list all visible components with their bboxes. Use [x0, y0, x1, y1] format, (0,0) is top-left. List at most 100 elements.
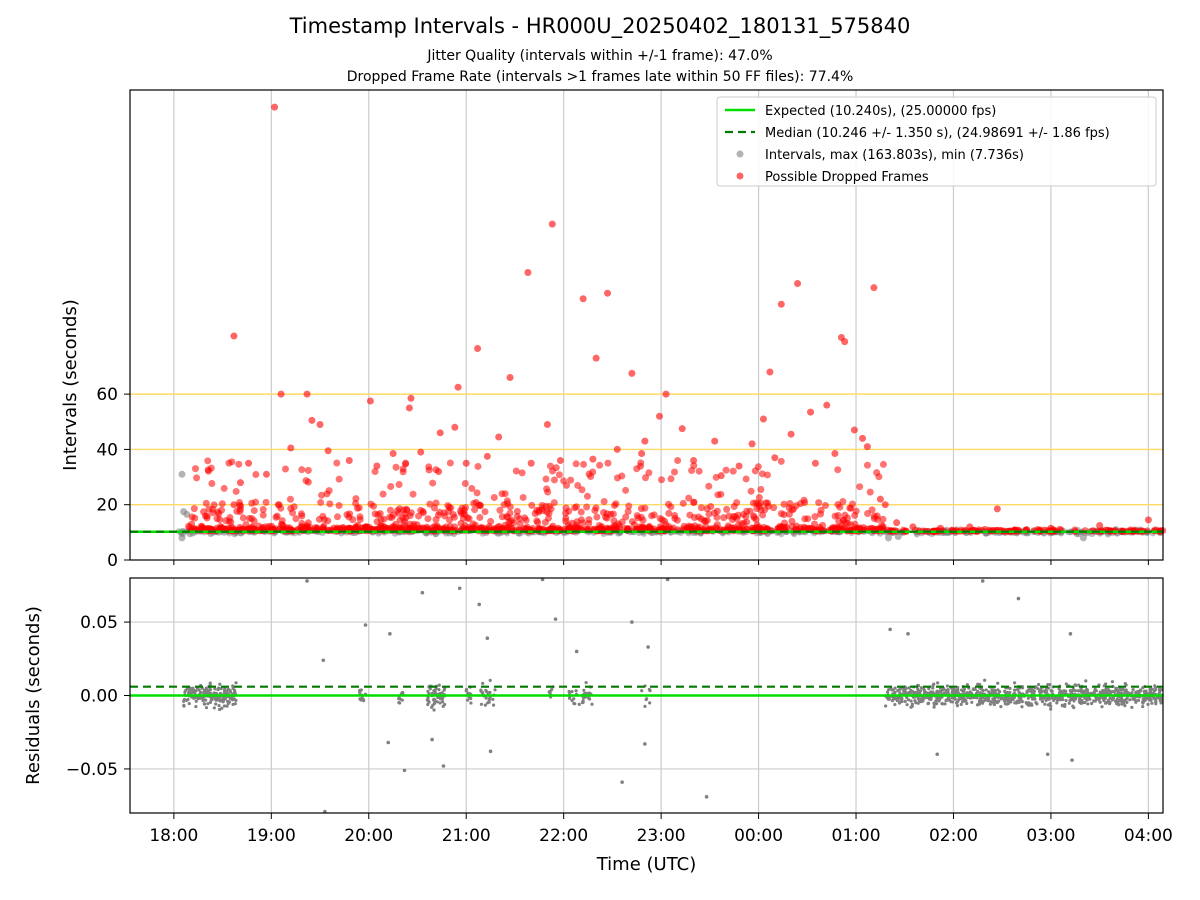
residual-point: [427, 700, 431, 704]
residual-outlier-22: [574, 649, 579, 654]
residual-point: [895, 696, 899, 700]
dropped-frame-outlier-74: [1144, 516, 1152, 524]
residual-point: [194, 699, 198, 703]
interval-point-3: [178, 534, 186, 542]
residual-point: [572, 701, 576, 705]
residual-point: [1102, 698, 1106, 703]
dropped-frame-outlier-67: [893, 519, 901, 527]
dropped-frame-point: [498, 513, 506, 521]
residual-point: [987, 690, 991, 694]
residual-point: [1141, 686, 1145, 690]
dropped-frame-point: [252, 498, 260, 506]
dropped-frame-point: [664, 500, 672, 508]
residual-point: [1063, 704, 1067, 708]
residual-point: [440, 691, 444, 695]
dropped-frame-point: [461, 479, 469, 487]
residual-point: [1101, 688, 1105, 693]
dropped-frame-point: [275, 501, 283, 509]
residual-point: [934, 699, 938, 703]
dropped-frame-point: [198, 524, 206, 532]
residual-point: [922, 687, 926, 691]
residual-point: [206, 702, 210, 706]
dropped-frame-outlier-34: [641, 437, 649, 445]
dropped-frame-point: [830, 524, 838, 532]
residual-point: [1111, 697, 1115, 701]
residual-outlier-30: [1068, 632, 1073, 636]
dropped-frame-outlier-50: [462, 459, 470, 467]
dropped-frame-point: [457, 520, 465, 528]
dropped-frame-outlier-47: [389, 450, 397, 458]
dropped-frame-point: [804, 515, 812, 523]
dropped-frame-outlier-52: [527, 459, 535, 467]
dropped-frame-outlier-18: [303, 390, 311, 398]
dropped-frame-point: [665, 509, 673, 517]
residual-point: [884, 704, 888, 708]
jitter-quality-subtitle: Jitter Quality (intervals within +/-1 fr…: [427, 48, 773, 64]
dropped-frame-outlier-54: [589, 455, 597, 463]
residual-point: [1041, 696, 1045, 700]
dropped-frame-point: [572, 460, 580, 468]
residual-point: [1128, 698, 1132, 702]
dropped-frame-point: [870, 515, 878, 523]
dropped-frame-point: [811, 513, 819, 521]
dropped-frame-point: [386, 506, 394, 514]
residual-point: [1085, 687, 1089, 691]
dropped-frame-point: [713, 521, 721, 529]
residual-point: [1055, 698, 1060, 702]
residual-outlier-19: [321, 658, 326, 663]
residual-point: [896, 689, 900, 693]
dropped-frame-point: [200, 508, 208, 516]
dropped-frame-point: [544, 488, 552, 496]
dropped-frame-point: [733, 499, 741, 507]
residual-point: [397, 696, 401, 701]
residual-point: [441, 704, 445, 708]
dropped-frame-point: [217, 524, 225, 532]
dropped-frame-point: [817, 506, 825, 514]
residual-point: [999, 704, 1003, 709]
residual-point: [959, 702, 963, 706]
bottom-ytick-label-0: −0.05: [66, 760, 118, 780]
residual-point: [184, 688, 188, 692]
dropped-frame-point: [232, 487, 240, 495]
residual-point: [481, 681, 485, 686]
dropped-frame-point: [831, 512, 839, 520]
residual-point: [1093, 689, 1097, 693]
residual-point: [1090, 701, 1094, 706]
residual-point: [1028, 689, 1033, 693]
dropped-frame-point: [550, 476, 558, 484]
dropped-frame-point: [834, 466, 842, 474]
dropped-frame-point: [490, 494, 498, 502]
dropped-frame-outlier-51: [483, 452, 491, 460]
dropped-frame-point: [419, 507, 427, 515]
dropped-frame-point: [388, 523, 396, 531]
dropped-frame-point: [821, 501, 829, 509]
dropped-frame-point: [742, 512, 750, 520]
dropped-frame-outlier-23: [655, 412, 663, 420]
residual-point: [890, 699, 895, 703]
dropped-frame-point: [697, 515, 705, 523]
residual-point: [648, 701, 652, 705]
residual-point: [945, 684, 949, 688]
dropped-frame-point: [317, 498, 325, 506]
dropped-frame-outlier-9: [474, 345, 482, 352]
residual-point: [977, 699, 982, 703]
dropped-frame-point: [549, 522, 557, 530]
residual-point: [1124, 697, 1128, 701]
residual-outlier-14: [704, 795, 709, 799]
residual-point: [1046, 682, 1050, 687]
residual-point: [204, 686, 208, 690]
residual-point: [464, 687, 469, 692]
dropped-frame-point: [286, 495, 294, 503]
dropped-frame-point: [218, 500, 226, 508]
dropped-frame-point: [777, 457, 785, 465]
residual-point: [906, 698, 911, 702]
dropped-frame-point: [352, 495, 360, 503]
residual-point: [1074, 683, 1078, 687]
dropped-frame-point: [343, 511, 351, 519]
dropped-frame-point: [593, 513, 601, 521]
residual-point: [1084, 679, 1088, 683]
residual-point: [640, 689, 644, 693]
residual-point: [1050, 696, 1054, 700]
residual-point: [1094, 697, 1098, 701]
dropped-frame-point: [705, 510, 713, 518]
